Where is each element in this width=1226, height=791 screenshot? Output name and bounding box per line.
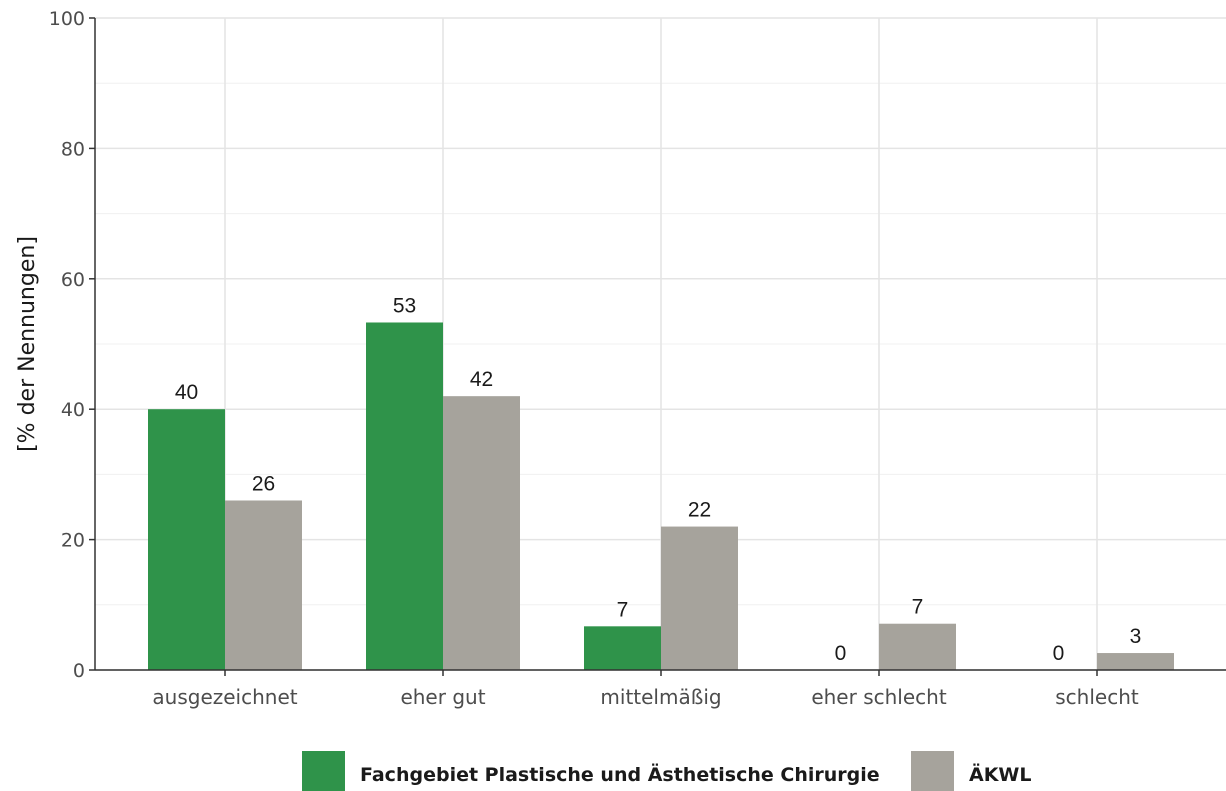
data-label: 22 [688,499,711,522]
x-tick-label: ausgezeichnet [152,685,297,709]
y-axis-title: [% der Nennungen] [15,236,40,452]
bar [366,322,443,670]
legend-item: ÄKWL [911,751,1032,791]
data-label: 42 [470,368,493,391]
bar [148,409,225,670]
legend-swatch [911,751,954,791]
bar [661,526,738,670]
data-label: 3 [1130,625,1142,648]
x-tick-label: eher gut [400,685,485,709]
y-tick-label: 80 [61,138,85,160]
data-label: 0 [1053,642,1065,665]
x-tick-label: schlecht [1055,685,1139,709]
x-tick-labels: ausgezeichnet eher gut mittelmäßig eher sch… [152,670,1139,709]
x-tick-label: mittelmäßig [600,685,721,709]
bar [584,626,661,670]
data-label: 7 [912,596,924,619]
data-label: 26 [252,472,275,495]
legend-swatch [302,751,345,791]
bar [879,623,956,670]
x-tick-label: eher schlecht [811,685,946,709]
data-label: 0 [835,642,847,665]
bar [443,396,520,670]
legend: Fachgebiet Plastische und Ästhetische Ch… [302,751,1032,791]
y-tick-label: 40 [61,399,85,421]
legend-label: Fachgebiet Plastische und Ästhetische Ch… [360,762,880,786]
y-tick-label: 100 [49,8,85,30]
y-tick-label: 60 [61,269,85,291]
bar [225,500,302,670]
data-label: 40 [175,381,198,404]
y-tick-label: 0 [73,660,85,682]
bar [1097,653,1174,670]
bars [148,322,1174,670]
legend-label: ÄKWL [969,762,1032,786]
legend-item: Fachgebiet Plastische und Ästhetische Ch… [302,751,880,791]
data-labels: 40 53 7 0 0 26 42 22 7 3 [175,294,1142,665]
data-label: 7 [617,598,629,621]
y-tick-label: 20 [61,530,85,552]
data-label: 53 [393,294,416,317]
y-tick-labels: 0 20 40 60 80 100 [49,8,95,682]
